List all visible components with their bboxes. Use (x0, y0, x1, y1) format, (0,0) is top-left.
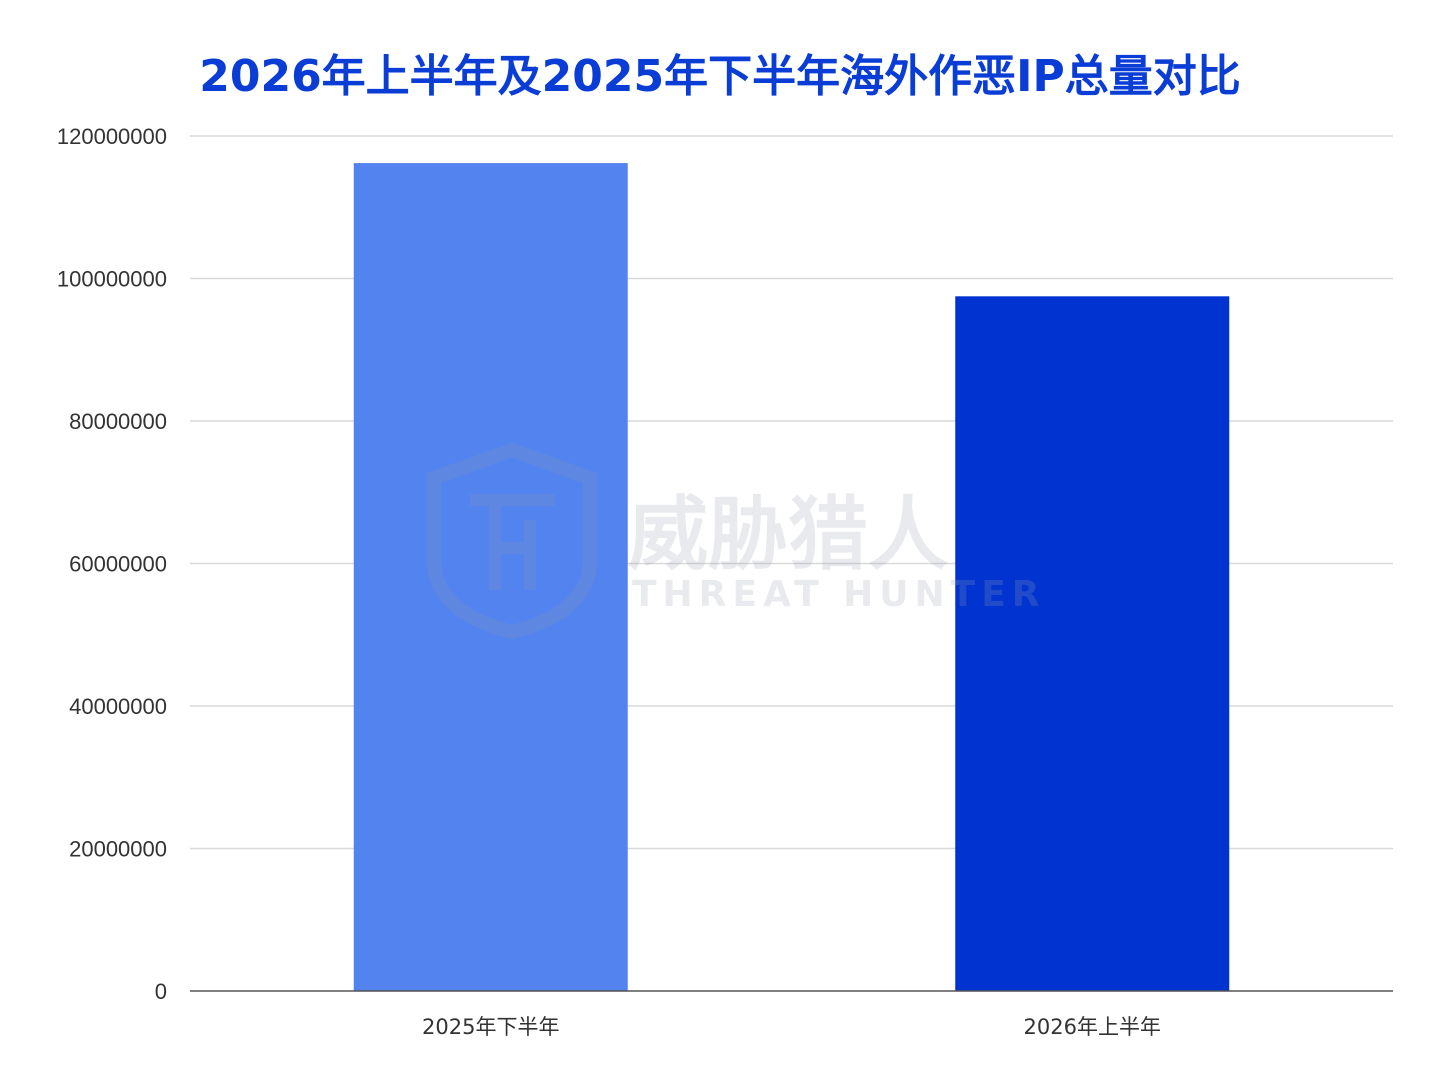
shield-logo-icon (427, 442, 597, 640)
y-axis-ticks: 0 20000000 40000000 60000000 80000000 1000000… (57, 124, 167, 1004)
bars (353, 163, 1230, 991)
y-tick-label: 20000000 (69, 837, 167, 862)
y-tick-label: 60000000 (69, 552, 167, 577)
y-tick-label: 0 (155, 979, 167, 1004)
chart-title: 2026年上半年及2025年下半年海外作恶IP总量对比 (199, 51, 1241, 102)
bar (353, 163, 628, 991)
x-axis-labels: 2025年下半年 2026年上半年 (422, 1015, 1161, 1039)
watermark: 威胁猎人 THREAT HUNTER (427, 442, 1046, 640)
x-tick-label: 2025年下半年 (422, 1015, 559, 1039)
y-tick-label: 100000000 (57, 267, 167, 292)
y-tick-label: 80000000 (69, 409, 167, 434)
x-tick-label: 2026年上半年 (1024, 1015, 1161, 1039)
watermark-cn: 威胁猎人 (628, 488, 948, 581)
watermark-en: THREAT HUNTER (632, 574, 1046, 615)
y-tick-label: 120000000 (57, 124, 167, 149)
y-tick-label: 40000000 (69, 694, 167, 719)
bar (955, 296, 1230, 991)
